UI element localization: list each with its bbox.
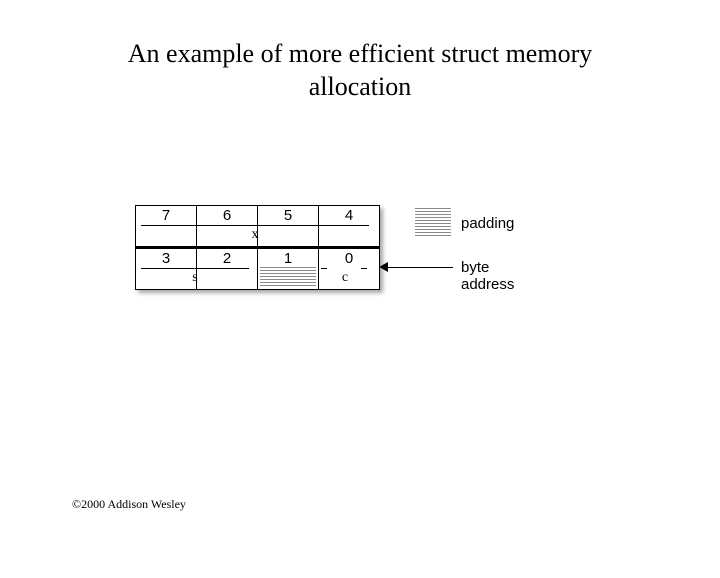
field-underline-c-dash [321,268,327,269]
copyright-text: ©2000 Addison Wesley [72,497,186,512]
title-line-2: allocation [309,72,412,101]
field-label-s: s [135,270,255,286]
byte-number: 1 [258,249,318,267]
byte-number: 5 [258,206,318,224]
byte-number: 6 [197,206,257,224]
byte-number: 4 [319,206,379,224]
byte-number: 2 [197,249,257,267]
field-underline-x [141,225,369,226]
byte-number: 3 [136,249,196,267]
legend-padding-label: padding [461,215,514,232]
arrow-line [388,267,453,268]
arrow-head-icon [379,262,388,272]
field-underline-c-dash [361,268,367,269]
field-label-x: x [135,227,375,243]
page-title: An example of more efficient struct memo… [0,38,720,103]
field-underline-s [141,268,249,269]
padding-hatch [260,267,316,287]
padding-swatch [415,208,451,238]
title-line-1: An example of more efficient struct memo… [128,39,592,68]
byte-number: 0 [319,249,379,267]
memory-diagram: 7 6 5 4 3 2 1 0 [135,205,380,290]
byte-number: 7 [136,206,196,224]
field-label-c: c [315,270,375,286]
legend-arrow-label: byte address [461,259,514,293]
byte-cell-padding: 1 [258,248,319,290]
